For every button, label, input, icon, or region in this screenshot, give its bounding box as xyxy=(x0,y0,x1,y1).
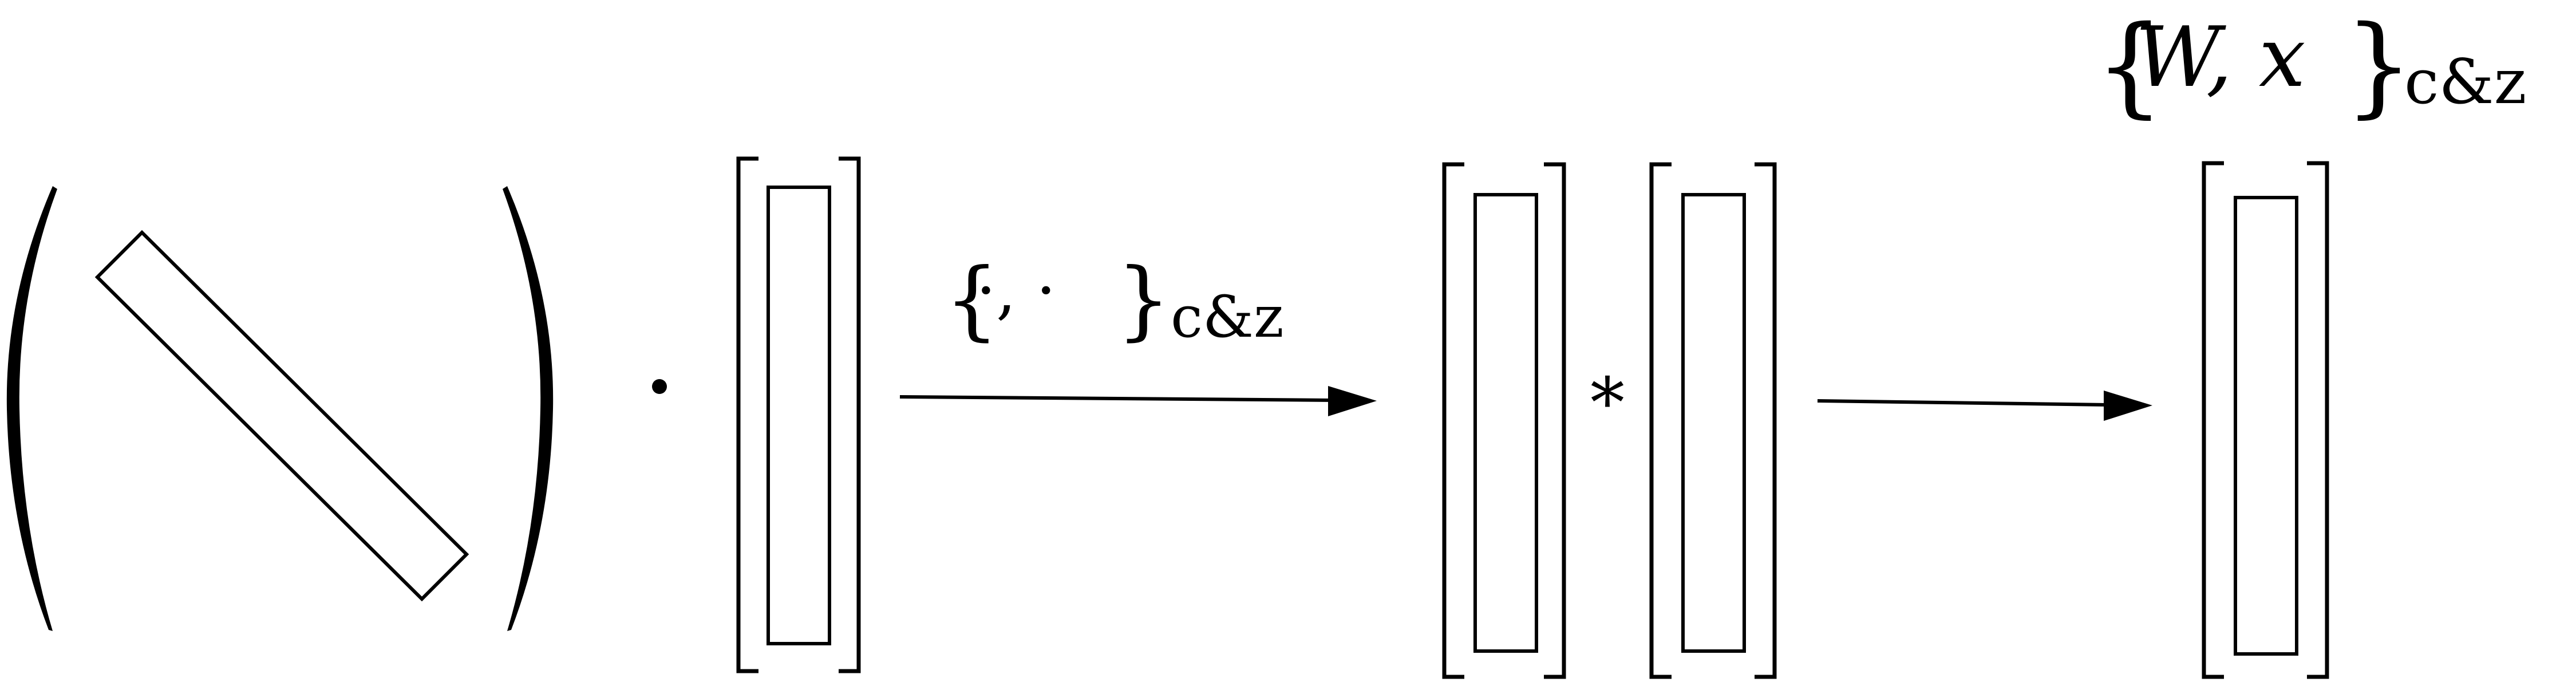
arrow-2-subscript: c&z xyxy=(2404,46,2527,118)
right-bracket xyxy=(2307,161,2329,679)
right-bracket xyxy=(1544,162,1566,679)
left-bracket xyxy=(1442,162,1464,679)
arrow-1-label: { ·, · } c&z xyxy=(945,250,1284,350)
left-bracket xyxy=(736,156,758,673)
arrow-2-args: W, x xyxy=(2135,9,2306,106)
left-parenthesis xyxy=(6,186,57,631)
arrow-2 xyxy=(1817,391,2152,421)
right-parenthesis xyxy=(503,186,554,631)
vector-column xyxy=(1473,193,1538,653)
arrow-2-label: { W, x } c&z xyxy=(2095,2,2527,129)
arrow-1-close-brace: } xyxy=(1116,250,1171,350)
vector-result-a xyxy=(1442,162,1566,679)
dot-operator-mark xyxy=(652,379,667,394)
right-bracket xyxy=(839,156,861,673)
arrow-2-shaft xyxy=(1817,399,2109,407)
arrow-1-subscript: c&z xyxy=(1171,283,1284,350)
arrow-1-head xyxy=(1328,386,1377,416)
arrow-1-shaft xyxy=(899,395,1334,402)
vector-input xyxy=(736,156,861,673)
arrow-2-open-brace: { xyxy=(2095,2,2164,129)
left-bracket xyxy=(2202,161,2224,679)
vector-result-b xyxy=(1649,162,1777,679)
diagonal-matrix xyxy=(6,186,554,631)
vector-column xyxy=(2234,196,2298,656)
vector-output xyxy=(2202,161,2329,679)
arrow-2-close-brace: } xyxy=(2344,2,2413,129)
left-bracket xyxy=(1649,162,1672,679)
arrow-1-args: ·, · xyxy=(976,254,1056,327)
vector-column xyxy=(767,186,831,645)
diagonal-band xyxy=(94,230,469,602)
arrow-2-head xyxy=(2104,391,2152,421)
arrow-1-open-brace: { xyxy=(945,250,999,350)
star-operator: * xyxy=(1590,364,1625,443)
right-bracket xyxy=(1755,162,1777,679)
arrow-1 xyxy=(899,386,1377,416)
vector-column xyxy=(1681,193,1746,653)
